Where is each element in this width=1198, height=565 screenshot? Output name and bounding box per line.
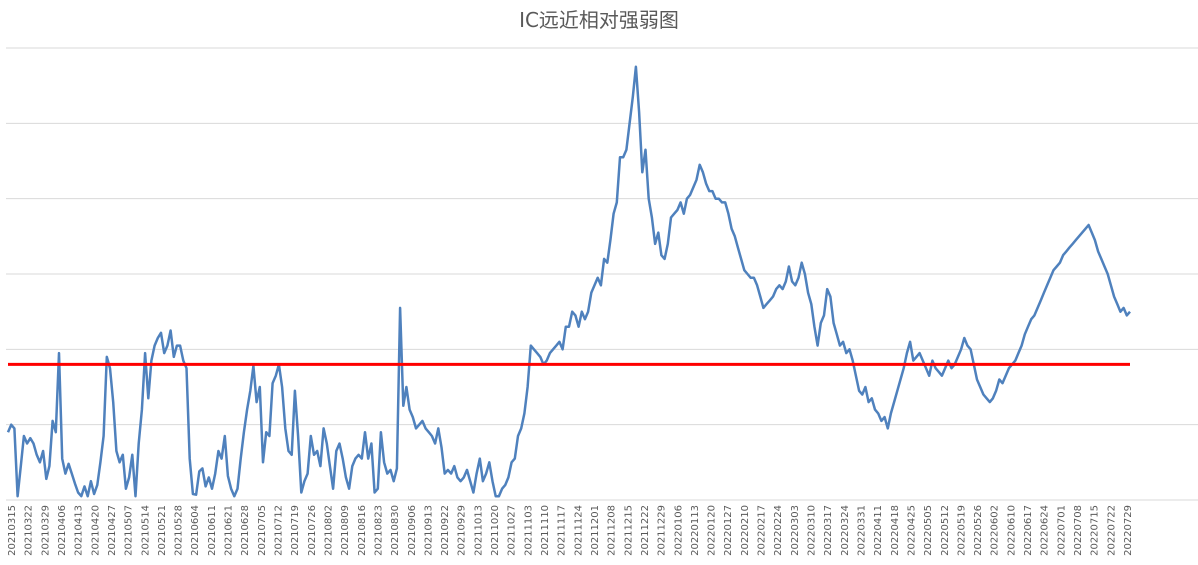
x-tick-label: 20210809	[340, 505, 351, 556]
x-tick-label: 20210929	[457, 505, 468, 556]
x-tick-label: 20220120	[707, 505, 718, 556]
x-tick-label: 20220310	[807, 505, 818, 556]
x-tick-label: 20220210	[740, 505, 751, 556]
x-tick-label: 20210413	[74, 505, 85, 556]
chart-title: IC远近相对强弱图	[519, 8, 679, 32]
x-tick-label: 20210604	[190, 505, 201, 556]
x-tick-label: 20210823	[373, 505, 384, 556]
x-tick-label: 20210322	[24, 505, 35, 556]
x-tick-label: 20211013	[473, 505, 484, 556]
x-tick-label: 20210427	[107, 505, 118, 556]
x-tick-label: 20220512	[940, 505, 951, 556]
x-tick-label: 20220106	[673, 505, 684, 556]
x-tick-label: 20220418	[890, 505, 901, 556]
x-tick-label: 20220701	[1056, 505, 1067, 556]
x-tick-label: 20220624	[1040, 505, 1051, 556]
x-tick-label: 20210913	[423, 505, 434, 556]
x-tick-label: 20211027	[507, 505, 518, 556]
x-tick-label: 20210420	[90, 505, 101, 556]
x-tick-label: 20220303	[790, 505, 801, 556]
series-line-0	[6, 65, 1131, 498]
x-tick-label: 20220127	[723, 505, 734, 556]
x-tick-label: 20220519	[956, 505, 967, 556]
x-tick-label: 20210719	[290, 505, 301, 556]
x-tick-label: 20220224	[773, 505, 784, 556]
x-tick-label: 20211117	[557, 505, 568, 556]
x-tick-label: 20220217	[757, 505, 768, 556]
x-tick-label: 20210521	[157, 505, 168, 556]
x-tick-label: 20220617	[1023, 505, 1034, 556]
x-tick-label: 20210514	[140, 505, 151, 556]
x-tick-label: 20210406	[57, 505, 68, 556]
x-tick-label: 20211110	[540, 505, 551, 556]
x-tick-label: 20210621	[224, 505, 235, 556]
x-tick-label: 20220505	[923, 505, 934, 556]
x-tick-label: 20210528	[174, 505, 185, 556]
x-tick-label: 20210830	[390, 505, 401, 556]
x-tick-label: 20211201	[590, 505, 601, 556]
x-tick-label: 20220729	[1123, 505, 1134, 556]
x-tick-label: 20210705	[257, 505, 268, 556]
x-tick-label: 20211222	[640, 505, 651, 556]
x-tick-label: 20220331	[857, 505, 868, 556]
x-tick-label: 20211020	[490, 505, 501, 556]
x-tick-label: 20211208	[607, 505, 618, 556]
x-tick-label: 20220708	[1073, 505, 1084, 556]
x-tick-label: 20220324	[840, 505, 851, 556]
x-tick-label: 20210315	[7, 505, 18, 556]
x-tick-label: 20220715	[1090, 505, 1101, 556]
x-tick-label: 20220317	[823, 505, 834, 556]
x-tick-label: 20220602	[990, 505, 1001, 556]
x-tick-label: 20210906	[407, 505, 418, 556]
x-tick-label: 20211103	[523, 505, 534, 556]
x-tick-label: 20210816	[357, 505, 368, 556]
x-tick-label: 20210726	[307, 505, 318, 556]
x-tick-label: 20220526	[973, 505, 984, 556]
x-tick-label: 20211124	[573, 505, 584, 556]
x-tick-label: 20210507	[124, 505, 135, 556]
x-tick-label: 20210922	[440, 505, 451, 556]
x-tick-label: 20220722	[1106, 505, 1117, 556]
x-tick-label: 20210611	[207, 505, 218, 556]
x-tick-label: 20210712	[274, 505, 285, 556]
x-tick-label: 20220425	[907, 505, 918, 556]
x-tick-label: 20220411	[873, 505, 884, 556]
x-tick-label: 20220610	[1006, 505, 1017, 556]
x-tick-label: 20220113	[690, 505, 701, 556]
x-tick-label: 20210628	[240, 505, 251, 556]
x-tick-label: 20210802	[324, 505, 335, 556]
x-tick-label: 20210329	[40, 505, 51, 556]
x-tick-label: 20211215	[623, 505, 634, 556]
x-tick-label: 20211229	[657, 505, 668, 556]
